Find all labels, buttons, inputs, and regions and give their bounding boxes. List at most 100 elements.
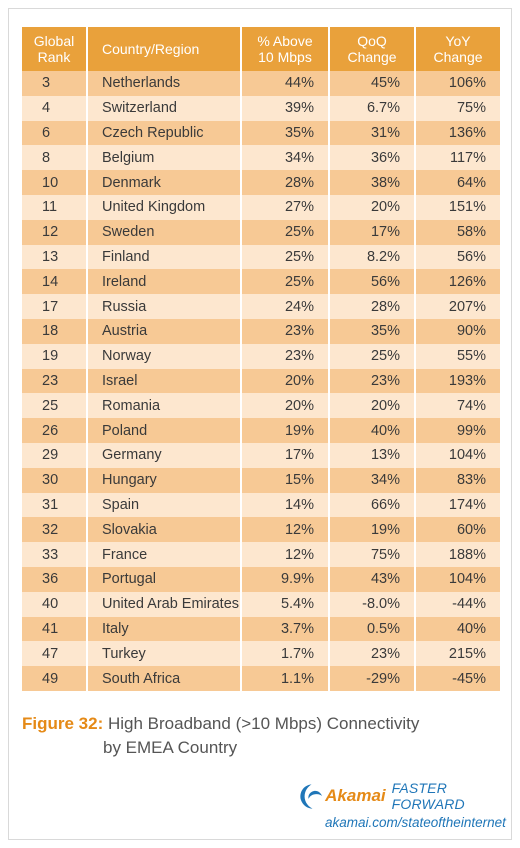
- table-row: 40 United Arab Emirates 5.4% -8.0% -44%: [22, 591, 500, 617]
- table-row: 33 France 12% 75% 188%: [22, 542, 500, 567]
- figure-caption: Figure 32: High Broadband (>10 Mbps) Con…: [22, 712, 419, 760]
- cell-yoy-change: 106%: [415, 71, 500, 96]
- cell-global-rank: 36: [22, 566, 88, 592]
- cell-percent-above-10mbps: 39%: [241, 95, 330, 121]
- cell-global-rank: 18: [22, 318, 88, 344]
- cell-qoq-change: 38%: [329, 170, 416, 195]
- table-body: 3 Netherlands 44% 45% 106% 4 Switzerland 39% 6.7…: [22, 71, 500, 691]
- cell-global-rank: 49: [22, 666, 88, 691]
- table-row: 25 Romania 20% 20% 74%: [22, 393, 500, 419]
- cell-yoy-change: 64%: [415, 170, 500, 195]
- header-yoy-change: YoY Change: [415, 27, 500, 71]
- table-row: 23 Israel 20% 23% 193%: [22, 368, 500, 394]
- cell-global-rank: 29: [22, 442, 88, 468]
- cell-percent-above-10mbps: 23%: [241, 343, 330, 369]
- akamai-url[interactable]: akamai.com/stateoftheinternet: [325, 815, 506, 830]
- cell-country: Germany: [87, 442, 242, 468]
- cell-qoq-change: 45%: [329, 71, 416, 96]
- table-row: 14 Ireland 25% 56% 126%: [22, 269, 500, 295]
- cell-yoy-change: 83%: [415, 467, 500, 493]
- table-row: 36 Portugal 9.9% 43% 104%: [22, 566, 500, 592]
- cell-global-rank: 26: [22, 418, 88, 443]
- cell-country: Finland: [87, 244, 242, 270]
- cell-qoq-change: 6.7%: [329, 95, 416, 121]
- cell-global-rank: 12: [22, 219, 88, 245]
- cell-yoy-change: 188%: [415, 542, 500, 567]
- header-global-rank: Global Rank: [22, 27, 88, 71]
- table-row: 10 Denmark 28% 38% 64%: [22, 170, 500, 195]
- cell-country: Portugal: [87, 566, 242, 592]
- cell-global-rank: 40: [22, 591, 88, 617]
- cell-yoy-change: -44%: [415, 591, 500, 617]
- table-row: 6 Czech Republic 35% 31% 136%: [22, 120, 500, 146]
- cell-country: Hungary: [87, 467, 242, 493]
- cell-percent-above-10mbps: 20%: [241, 368, 330, 394]
- cell-yoy-change: 104%: [415, 566, 500, 592]
- cell-yoy-change: 117%: [415, 145, 500, 171]
- cell-qoq-change: 56%: [329, 269, 416, 295]
- cell-country: Slovakia: [87, 517, 242, 543]
- cell-global-rank: 10: [22, 170, 88, 195]
- cell-global-rank: 4: [22, 95, 88, 121]
- cell-percent-above-10mbps: 12%: [241, 542, 330, 567]
- akamai-wave-icon: [300, 784, 323, 809]
- table-row: 11 United Kingdom 27% 20% 151%: [22, 194, 500, 220]
- cell-country: Norway: [87, 343, 242, 369]
- header-qoq-change: QoQ Change: [329, 27, 416, 71]
- cell-country: Belgium: [87, 145, 242, 171]
- cell-country: France: [87, 542, 242, 567]
- cell-percent-above-10mbps: 19%: [241, 418, 330, 443]
- cell-country: Israel: [87, 368, 242, 394]
- header-country-region: Country/Region: [87, 27, 242, 71]
- cell-qoq-change: 34%: [329, 467, 416, 493]
- table-row: 13 Finland 25% 8.2% 56%: [22, 244, 500, 270]
- cell-percent-above-10mbps: 44%: [241, 71, 330, 96]
- table-row: 19 Norway 23% 25% 55%: [22, 343, 500, 369]
- cell-percent-above-10mbps: 17%: [241, 442, 330, 468]
- cell-yoy-change: 207%: [415, 294, 500, 319]
- table-row: 12 Sweden 25% 17% 58%: [22, 219, 500, 245]
- cell-yoy-change: -45%: [415, 666, 500, 691]
- cell-qoq-change: 35%: [329, 318, 416, 344]
- cell-country: United Arab Emirates: [87, 591, 242, 617]
- cell-yoy-change: 40%: [415, 616, 500, 642]
- cell-global-rank: 6: [22, 120, 88, 146]
- cell-yoy-change: 99%: [415, 418, 500, 443]
- cell-yoy-change: 215%: [415, 641, 500, 667]
- cell-qoq-change: 19%: [329, 517, 416, 543]
- cell-global-rank: 30: [22, 467, 88, 493]
- cell-global-rank: 14: [22, 269, 88, 295]
- cell-global-rank: 11: [22, 194, 88, 220]
- cell-global-rank: 8: [22, 145, 88, 171]
- cell-qoq-change: -8.0%: [329, 591, 416, 617]
- cell-country: Austria: [87, 318, 242, 344]
- cell-country: Netherlands: [87, 71, 242, 96]
- table-row: 30 Hungary 15% 34% 83%: [22, 467, 500, 493]
- cell-yoy-change: 90%: [415, 318, 500, 344]
- cell-percent-above-10mbps: 1.1%: [241, 666, 330, 691]
- cell-qoq-change: 43%: [329, 566, 416, 592]
- table-row: 4 Switzerland 39% 6.7% 75%: [22, 95, 500, 121]
- caption-line-2: by EMEA Country: [103, 738, 238, 757]
- cell-percent-above-10mbps: 25%: [241, 219, 330, 245]
- cell-qoq-change: 23%: [329, 641, 416, 667]
- cell-qoq-change: 20%: [329, 194, 416, 220]
- cell-qoq-change: 40%: [329, 418, 416, 443]
- table-row: 17 Russia 24% 28% 207%: [22, 294, 500, 319]
- akamai-logo: Akamai FASTER FORWARD: [298, 780, 520, 812]
- table-row: 3 Netherlands 44% 45% 106%: [22, 71, 500, 96]
- cell-percent-above-10mbps: 12%: [241, 517, 330, 543]
- cell-qoq-change: 28%: [329, 294, 416, 319]
- caption-line-1: High Broadband (>10 Mbps) Connectivity: [103, 714, 420, 733]
- cell-percent-above-10mbps: 20%: [241, 393, 330, 419]
- cell-global-rank: 13: [22, 244, 88, 270]
- table-row: 41 Italy 3.7% 0.5% 40%: [22, 616, 500, 642]
- cell-global-rank: 25: [22, 393, 88, 419]
- cell-country: Ireland: [87, 269, 242, 295]
- cell-country: Switzerland: [87, 95, 242, 121]
- cell-global-rank: 3: [22, 71, 88, 96]
- cell-yoy-change: 55%: [415, 343, 500, 369]
- cell-yoy-change: 174%: [415, 492, 500, 518]
- cell-qoq-change: 0.5%: [329, 616, 416, 642]
- cell-qoq-change: 20%: [329, 393, 416, 419]
